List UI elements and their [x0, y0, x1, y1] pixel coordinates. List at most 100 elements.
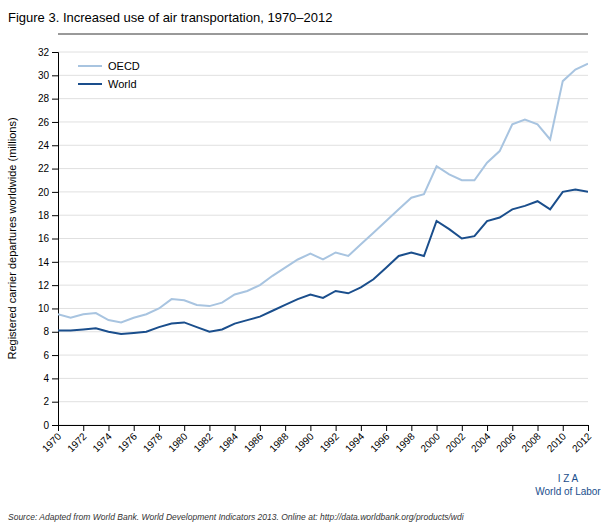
y-tick-label: 28: [38, 93, 50, 104]
x-tick: 1982: [191, 425, 215, 454]
x-tick: 2008: [519, 425, 543, 454]
title-rule: [58, 34, 588, 35]
legend-label: OECD: [108, 60, 140, 72]
grid-line: [58, 355, 588, 356]
x-tick-mark: [538, 425, 539, 431]
y-tick: 2: [43, 396, 58, 407]
legend-swatch: [78, 83, 102, 85]
x-tick-mark: [108, 425, 109, 431]
legend-swatch: [78, 65, 102, 67]
grid-line: [58, 191, 588, 192]
y-tick-label: 8: [43, 326, 49, 337]
y-axis-line: [52, 53, 59, 426]
y-tick-mark: [52, 425, 58, 426]
y-tick-mark: [52, 192, 58, 193]
y-tick: 26: [38, 117, 58, 128]
x-tick: 1972: [65, 425, 89, 454]
y-tick-mark: [52, 169, 58, 170]
y-axis-title: Registered carrier departures worldwide …: [6, 117, 18, 359]
x-tick-mark: [462, 425, 463, 431]
y-tick-label: 14: [38, 257, 50, 268]
x-tick-mark: [184, 425, 185, 431]
y-tick-mark: [52, 145, 58, 146]
y-tick-label: 20: [38, 187, 50, 198]
series-line: [58, 190, 588, 335]
y-tick-mark: [52, 122, 58, 123]
y-tick: 12: [38, 280, 58, 291]
y-tick-mark: [52, 378, 58, 379]
y-tick: 24: [38, 140, 58, 151]
x-tick: 1978: [141, 425, 165, 454]
y-tick: 22: [38, 163, 58, 174]
x-tick: 1996: [368, 425, 392, 454]
series-line: [58, 64, 588, 323]
x-tick-mark: [336, 425, 337, 431]
logo-text: I Z AWorld of Labor: [535, 473, 601, 497]
x-tick-mark: [209, 425, 210, 431]
x-tick-mark: [588, 425, 589, 431]
y-tick-mark: [52, 262, 58, 263]
x-tick: 2010: [545, 425, 569, 454]
x-tick-label: 1974: [90, 430, 114, 454]
x-tick-label: 1980: [166, 430, 190, 454]
y-tick-label: 12: [38, 280, 50, 291]
y-tick: 14: [38, 257, 58, 268]
y-tick-mark: [52, 75, 58, 76]
y-tick-mark: [52, 99, 58, 100]
y-tick-label: 0: [43, 420, 49, 431]
grid-line: [58, 215, 588, 216]
grid-line: [58, 98, 588, 99]
y-tick: 32: [38, 47, 58, 58]
y-tick-label: 6: [43, 350, 49, 361]
grid-line: [58, 75, 588, 76]
grid-line: [58, 261, 588, 262]
x-tick: 1992: [318, 425, 342, 454]
y-tick: 28: [38, 93, 58, 104]
x-tick-mark: [563, 425, 564, 431]
x-tick-mark: [512, 425, 513, 431]
x-tick-label: 1984: [217, 430, 241, 454]
legend-label: World: [108, 78, 137, 90]
grid-line: [58, 52, 588, 53]
x-tick-label: 1972: [65, 430, 89, 454]
x-tick: 1974: [90, 425, 114, 454]
x-tick-label: 1998: [393, 430, 417, 454]
y-tick-label: 18: [38, 210, 50, 221]
x-tick-label: 2002: [444, 430, 468, 454]
x-tick: 1976: [116, 425, 140, 454]
y-tick-label: 22: [38, 163, 50, 174]
x-tick: 2004: [469, 425, 493, 454]
x-tick-label: 2010: [545, 430, 569, 454]
x-tick-mark: [260, 425, 261, 431]
x-tick-mark: [361, 425, 362, 431]
source-note: Source: Adapted from World Bank. World D…: [8, 512, 465, 522]
x-tick-mark: [285, 425, 286, 431]
y-tick-mark: [52, 52, 58, 53]
y-tick-mark: [52, 215, 58, 216]
x-axis: 1970197219741976197819801982198419861988…: [40, 425, 594, 454]
legend: OECD World: [78, 60, 140, 90]
title: Figure 3. Increased use of air transport…: [8, 10, 333, 25]
y-tick-mark: [52, 285, 58, 286]
y-tick-label: 32: [38, 47, 50, 58]
x-tick: 2012: [570, 425, 594, 454]
legend-item: World: [78, 78, 137, 90]
x-tick-label: 1986: [242, 430, 266, 454]
x-tick: 1986: [242, 425, 266, 454]
y-tick: 20: [38, 187, 58, 198]
x-tick-mark: [134, 425, 135, 431]
x-tick-mark: [83, 425, 84, 431]
grid: [58, 52, 588, 425]
y-tick: 10: [38, 303, 58, 314]
x-tick-label: 1990: [292, 430, 316, 454]
y-tick-label: 24: [38, 140, 50, 151]
x-tick: 2006: [494, 425, 518, 454]
x-tick-label: 1970: [40, 430, 64, 454]
x-tick-label: 2006: [494, 430, 518, 454]
x-tick-label: 2000: [419, 430, 443, 454]
chart-container: Figure 3. Increased use of air transport…: [0, 0, 608, 530]
y-tick: 6: [43, 350, 58, 361]
x-tick-mark: [386, 425, 387, 431]
y-tick-label: 4: [43, 373, 49, 384]
y-tick-mark: [52, 239, 58, 240]
